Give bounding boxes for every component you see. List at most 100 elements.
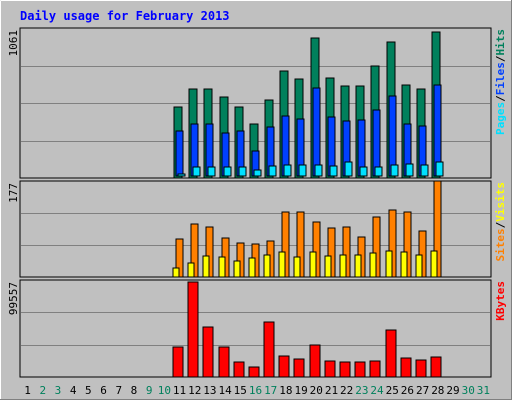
day-label: 22 (340, 384, 353, 397)
day-label: 20 (310, 384, 323, 397)
bar-files (312, 87, 321, 177)
day-label: 15 (234, 384, 247, 397)
bar-kbytes (172, 346, 184, 378)
y-max-label: 99557 (7, 282, 20, 315)
bar-kbytes (218, 346, 230, 378)
day-label: 16 (249, 384, 262, 397)
bar-kbytes (400, 357, 412, 378)
day-label: 30 (462, 384, 475, 397)
day-label: 17 (264, 384, 277, 397)
bar-pages (238, 166, 247, 177)
day-label: 12 (188, 384, 201, 397)
day-label: 19 (294, 384, 307, 397)
bar-pages (177, 173, 186, 177)
day-label: 25 (386, 384, 399, 397)
bar-visits (233, 260, 241, 278)
day-label: 3 (55, 384, 62, 397)
bar-pages (374, 166, 383, 177)
legend-kbytes: KBytes (494, 281, 507, 321)
bar-pages (420, 164, 429, 177)
bar-pages (268, 165, 277, 177)
bar-visits (202, 255, 210, 278)
bar-pages (435, 161, 444, 177)
bar-pages (223, 166, 232, 177)
day-label: 23 (355, 384, 368, 397)
day-label: 8 (131, 384, 138, 397)
legend-separator: / (494, 55, 507, 62)
legend: KBytes (494, 281, 507, 321)
bar-kbytes (187, 281, 199, 378)
bar-visits (385, 250, 393, 278)
day-label: 11 (173, 384, 186, 397)
legend: Sites/Visits (494, 182, 507, 262)
chart-title: Daily usage for February 2013 (20, 9, 230, 23)
bar-kbytes (278, 355, 290, 378)
bar-visits (172, 267, 180, 278)
bar-visits (400, 251, 408, 278)
bar-files (175, 130, 184, 177)
bar-visits (339, 254, 347, 278)
bar-pages (344, 161, 353, 177)
bar-pages (192, 166, 201, 177)
legend-separator: / (494, 95, 507, 102)
day-label: 28 (431, 384, 444, 397)
legend-files: Files (494, 62, 507, 95)
bar-files (388, 95, 397, 177)
day-label: 5 (85, 384, 92, 397)
bar-kbytes (324, 360, 336, 378)
day-axis: 1 2 3 4 5 6 7 8 9 10 11 12 13 14 15 16 17 18 19 20 21 22 23 24 2… (24, 384, 490, 397)
day-label: 14 (218, 384, 232, 397)
bar-visits (369, 252, 377, 278)
bar-visits (430, 250, 438, 278)
bar-visits (354, 254, 362, 278)
bar-pages (314, 164, 323, 177)
bar-kbytes (202, 326, 214, 378)
day-label: 21 (325, 384, 338, 397)
legend: Pages/Files/Hits (494, 29, 507, 135)
bar-visits (248, 257, 256, 278)
legend-visits: Visits (494, 182, 507, 222)
bar-kbytes (309, 344, 321, 378)
bar-kbytes (369, 360, 381, 378)
bar-visits (415, 254, 423, 278)
bar-kbytes (248, 366, 260, 378)
day-label: 7 (115, 384, 122, 397)
day-label: 1 (24, 384, 31, 397)
y-max-label: 1061 (7, 30, 20, 57)
bar-pages (359, 166, 368, 177)
bar-visits (263, 254, 271, 278)
day-label: 29 (446, 384, 459, 397)
bar-pages (390, 164, 399, 177)
bar-pages (207, 166, 216, 177)
day-label: 13 (203, 384, 216, 397)
bar-visits (218, 256, 226, 278)
bar-kbytes (233, 361, 245, 378)
day-label: 2 (39, 384, 46, 397)
bar-kbytes (385, 329, 397, 378)
bar-visits (309, 251, 317, 278)
bar-kbytes (415, 359, 427, 378)
bar-kbytes (354, 361, 366, 378)
panel-hits-files-pages: 1061 Pages/Files/Hits (7, 27, 507, 179)
bar-pages (298, 164, 307, 177)
bar-pages (329, 165, 338, 177)
bar-visits (293, 256, 301, 278)
day-label: 18 (279, 384, 292, 397)
panel-kbytes: 99557 KBytes (7, 279, 507, 378)
bar-kbytes (263, 321, 275, 378)
bar-files (372, 109, 381, 177)
day-label: 26 (401, 384, 414, 397)
bar-kbytes (293, 358, 305, 378)
legend-sites: Sites (494, 228, 507, 261)
bar-visits (324, 255, 332, 278)
bar-visits (187, 262, 195, 278)
plot-area (19, 279, 492, 378)
panel-sites-visits: 177 Sites/Visits (7, 180, 507, 278)
day-label: 6 (100, 384, 107, 397)
bar-pages (283, 164, 292, 177)
bar-kbytes (430, 356, 442, 378)
bar-pages (253, 169, 262, 177)
legend-pages: Pages (494, 102, 507, 135)
day-label: 4 (70, 384, 77, 397)
